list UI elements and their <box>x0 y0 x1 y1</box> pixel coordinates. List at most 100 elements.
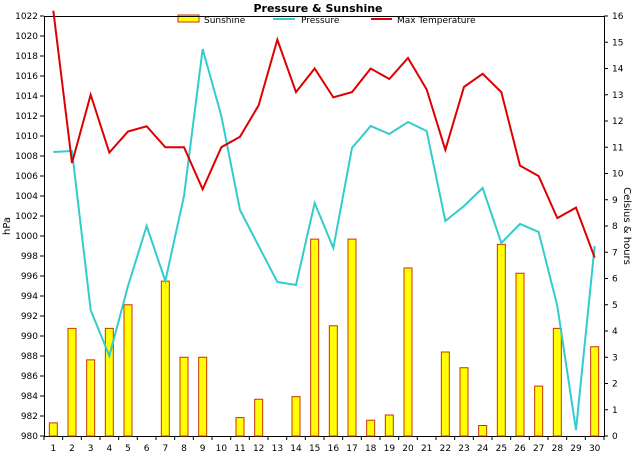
left-tick-label: 988 <box>21 352 38 362</box>
x-tick-label: 5 <box>125 444 131 454</box>
x-tick-label: 22 <box>440 444 451 454</box>
left-tick-label: 992 <box>21 312 38 322</box>
sunshine-bar <box>179 356 189 437</box>
x-tick-label: 9 <box>200 444 206 454</box>
right-tick-label: 9 <box>612 196 618 206</box>
left-tick-label: 1016 <box>15 72 38 82</box>
sunshine-bar <box>552 327 562 437</box>
sunshine-bar <box>310 238 320 437</box>
left-tick-label: 984 <box>21 392 38 402</box>
x-tick-label: 18 <box>365 444 377 454</box>
x-tick-label: 1 <box>50 444 56 454</box>
x-tick-label: 28 <box>552 444 564 454</box>
x-tick-label: 8 <box>181 444 187 454</box>
right-tick-label: 8 <box>612 222 618 232</box>
x-tick-label: 30 <box>589 444 601 454</box>
legend: Sunshine Pressure Max Temperature <box>177 14 476 26</box>
left-tick-label: 1004 <box>15 192 38 202</box>
x-tick-label: 29 <box>570 444 582 454</box>
left-tick-label: 994 <box>21 292 38 302</box>
left-tick-label: 1014 <box>15 92 38 102</box>
x-tick-label: 6 <box>144 444 150 454</box>
x-tick-label: 15 <box>309 444 320 454</box>
x-tick-label: 11 <box>234 444 245 454</box>
sunshine-bar <box>104 327 114 437</box>
sunshine-bar <box>254 398 264 437</box>
x-tick-label: 20 <box>402 444 414 454</box>
right-tick-label: 12 <box>612 117 623 127</box>
sunshine-bar <box>403 267 413 437</box>
left-axis-title: hPa <box>2 217 13 235</box>
x-tick-label: 4 <box>106 444 112 454</box>
sunshine-bar <box>235 417 245 437</box>
x-tick-label: 27 <box>533 444 544 454</box>
x-tick-label: 26 <box>514 444 526 454</box>
x-tick-label: 12 <box>253 444 264 454</box>
right-tick-label: 16 <box>612 12 624 22</box>
sunshine-bar <box>198 356 208 437</box>
left-tick-label: 1002 <box>15 212 38 222</box>
plot-area <box>44 16 605 437</box>
right-tick-label: 13 <box>612 91 623 101</box>
x-tick-label: 2 <box>69 444 75 454</box>
left-tick-label: 1018 <box>15 52 38 62</box>
left-tick-label: 1022 <box>15 12 38 22</box>
sunshine-bar <box>366 419 376 437</box>
sunshine-bar <box>328 325 338 437</box>
legend-pressure-label: Pressure <box>301 16 340 26</box>
left-tick-label: 1000 <box>15 232 38 242</box>
x-tick-label: 21 <box>421 444 432 454</box>
max-temperature-line <box>52 10 596 258</box>
sunshine-bar <box>384 414 394 437</box>
left-tick-label: 982 <box>21 412 38 422</box>
legend-maxtemp-label: Max Temperature <box>397 16 476 26</box>
sunshine-bar <box>67 327 77 437</box>
left-axis-ticks: 980 982 984 986 988 990 992 994 996 998 1000 1002 10… <box>15 12 44 442</box>
legend-sunshine-label: Sunshine <box>204 16 246 26</box>
x-tick-label: 14 <box>290 444 302 454</box>
right-axis-title: Celsius & hours <box>621 187 632 265</box>
sunshine-bar <box>590 346 600 437</box>
sunshine-bar <box>534 385 544 437</box>
right-tick-label: 2 <box>612 380 618 390</box>
x-axis-ticks: 1 2 3 4 5 6 7 8 9 10 11 12 13 14 15 16 17 18 19 20 21 22 23 24 2… <box>43 436 605 454</box>
left-tick-label: 998 <box>21 252 38 262</box>
right-tick-label: 0 <box>612 432 618 442</box>
left-tick-label: 1008 <box>15 152 38 162</box>
x-tick-label: 17 <box>346 444 357 454</box>
sunshine-bars <box>48 238 600 437</box>
right-tick-label: 11 <box>612 143 623 153</box>
sunshine-bar <box>291 396 301 437</box>
sunshine-bar <box>347 238 357 437</box>
left-tick-label: 1012 <box>15 112 38 122</box>
left-tick-label: 1010 <box>15 132 38 142</box>
right-tick-label: 7 <box>612 248 618 258</box>
x-tick-label: 10 <box>216 444 228 454</box>
right-tick-label: 5 <box>612 301 618 311</box>
left-tick-label: 990 <box>21 332 38 342</box>
pressure-line <box>53 48 596 431</box>
x-tick-label: 23 <box>458 444 469 454</box>
sunshine-bar <box>123 304 133 437</box>
x-tick-label: 3 <box>88 444 94 454</box>
legend-sunshine-swatch <box>177 14 200 23</box>
sunshine-bar <box>515 272 525 437</box>
left-tick-label: 996 <box>21 272 38 282</box>
sunshine-bar <box>459 367 469 437</box>
x-tick-label: 16 <box>328 444 340 454</box>
right-tick-label: 1 <box>612 406 618 416</box>
left-tick-label: 986 <box>21 372 38 382</box>
left-tick-label: 1006 <box>15 172 38 182</box>
right-tick-label: 14 <box>612 65 624 75</box>
sunshine-bar <box>86 359 96 437</box>
sunshine-bar <box>160 280 170 437</box>
chart-title: Pressure & Sunshine <box>253 2 382 15</box>
right-tick-label: 6 <box>612 275 618 285</box>
sunshine-bar <box>478 425 488 437</box>
right-tick-label: 3 <box>612 353 618 363</box>
x-tick-label: 19 <box>384 444 396 454</box>
x-tick-label: 7 <box>162 444 168 454</box>
right-tick-label: 4 <box>612 327 618 337</box>
